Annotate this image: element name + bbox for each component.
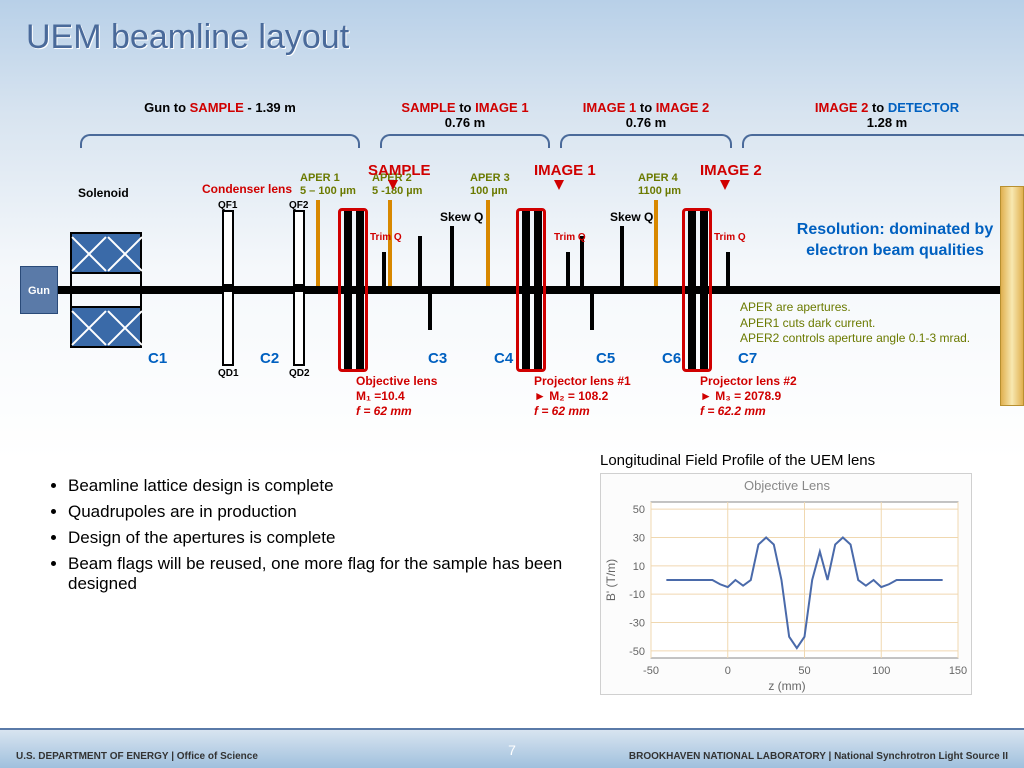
section-braces: Gun to SAMPLE - 1.39 mSAMPLE to IMAGE 10… <box>40 100 1009 144</box>
svg-text:10: 10 <box>633 561 645 573</box>
beamline-diagram: Gun Solenoid QF1QD1QF2QD2Objective lensM… <box>20 160 1014 420</box>
chart-svg: Objective Lens -50 0 50 100 150 -50 -30 -10 10 30 5… <box>600 473 972 695</box>
svg-text:150: 150 <box>949 665 967 677</box>
page-title: UEM beamline layout <box>26 18 349 57</box>
svg-text:-50: -50 <box>643 665 659 677</box>
footer-right: BROOKHAVEN NATIONAL LABORATORY | Nationa… <box>629 751 1008 762</box>
solenoid-label: Solenoid <box>78 186 129 200</box>
gun-box: Gun <box>20 266 58 314</box>
svg-text:-30: -30 <box>629 618 645 630</box>
page-number: 7 <box>508 742 516 758</box>
svg-text:50: 50 <box>633 504 645 516</box>
svg-text:30: 30 <box>633 532 645 544</box>
svg-text:50: 50 <box>798 665 810 677</box>
chart-caption: Longitudinal Field Profile of the UEM le… <box>600 452 980 469</box>
footer: U.S. DEPARTMENT OF ENERGY | Office of Sc… <box>0 728 1024 768</box>
svg-text:Objective Lens: Objective Lens <box>744 478 830 493</box>
bullet-list: Beamline lattice design is completeQuadr… <box>50 470 570 600</box>
footer-left: U.S. DEPARTMENT OF ENERGY | Office of Sc… <box>16 751 258 762</box>
svg-text:100: 100 <box>872 665 890 677</box>
aperture-legend: APER are apertures.APER1 cuts dark curre… <box>740 300 970 347</box>
detector: DETECTOR <box>1000 186 1024 406</box>
chart-area: Longitudinal Field Profile of the UEM le… <box>600 452 980 699</box>
svg-text:0: 0 <box>725 665 731 677</box>
condenser-label: Condenser lens <box>202 182 292 196</box>
solenoid <box>70 232 142 348</box>
svg-text:-10: -10 <box>629 589 645 601</box>
svg-text:z (mm): z (mm) <box>768 679 805 693</box>
resolution-note: Resolution: dominated byelectron beam qu… <box>790 220 1000 262</box>
svg-text:-50: -50 <box>629 646 645 658</box>
svg-text:B' (T/m): B' (T/m) <box>604 559 618 601</box>
